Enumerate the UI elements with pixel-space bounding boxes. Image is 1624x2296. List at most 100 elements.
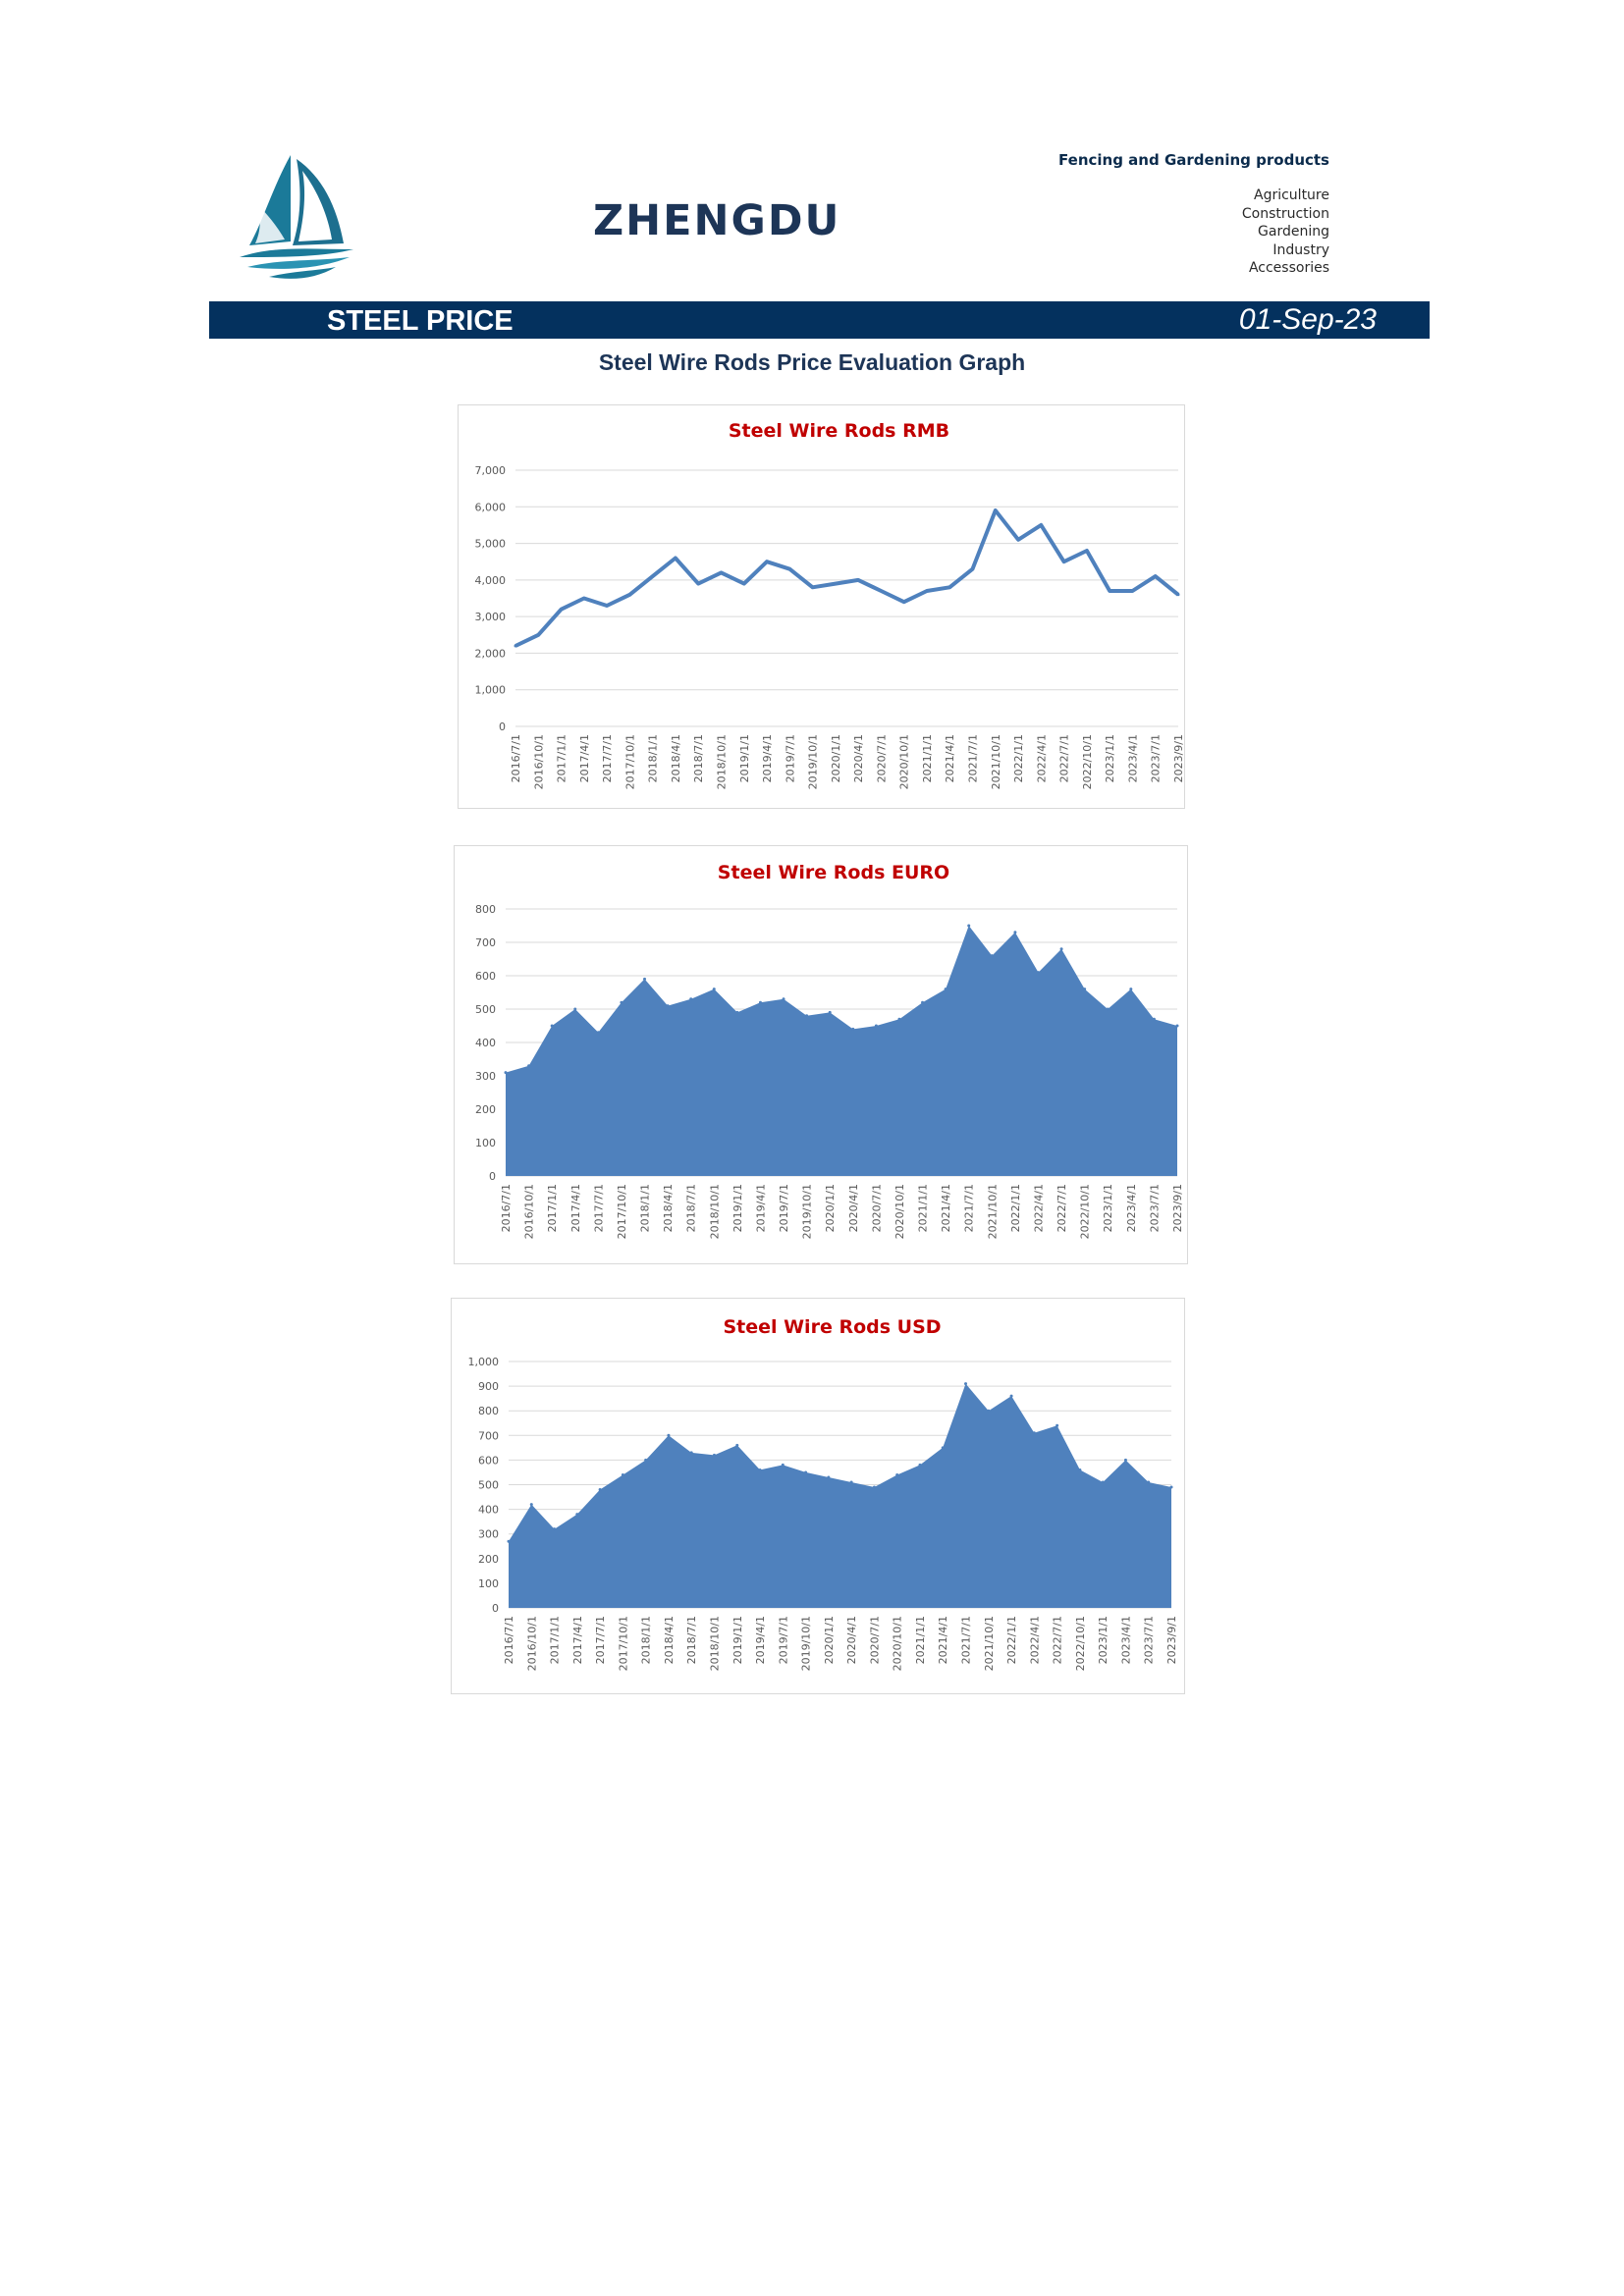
- chart-rmb-x-tick-label: 2017/4/1: [578, 734, 591, 782]
- chart-rmb: Steel Wire Rods RMB 0 1,000 2,000 3,000 4,000…: [458, 404, 1185, 809]
- chart-usd-y-tick-label: 700: [478, 1429, 499, 1442]
- banner-date: 01-Sep-23: [1238, 303, 1377, 336]
- chart-rmb-plot: Steel Wire Rods RMB 0 1,000 2,000 3,000 4,000…: [475, 420, 1186, 789]
- chart-rmb-x-tick-label: 2018/7/1: [692, 734, 705, 782]
- chart-usd-x-tick-label: 2017/1/1: [549, 1616, 562, 1664]
- chart-rmb-x-tick-label: 2023/9/1: [1172, 734, 1185, 782]
- chart-usd-point: [1123, 1458, 1127, 1462]
- chart-usd-point: [895, 1472, 899, 1476]
- chart-euro-point: [851, 1027, 855, 1031]
- tagline-item-industry: Industry: [1272, 241, 1329, 258]
- chart-usd-x-tick-label: 2016/7/1: [503, 1616, 515, 1664]
- chart-usd-x-tick-label: 2022/1/1: [1005, 1616, 1018, 1664]
- chart-rmb-x-tick-label: 2022/7/1: [1058, 734, 1071, 782]
- chart-rmb-point: [925, 589, 929, 593]
- chart-rmb-point: [560, 608, 564, 612]
- chart-usd-point: [1078, 1468, 1082, 1471]
- chart-usd-y-tick-label: 800: [478, 1405, 499, 1417]
- chart-usd-point: [621, 1472, 624, 1476]
- chart-rmb-y-tick-label: 4,000: [475, 574, 507, 587]
- chart-usd-point: [667, 1433, 671, 1437]
- chart-euro-x-tick-label: 2018/4/1: [662, 1184, 675, 1232]
- chart-euro-point: [689, 997, 693, 1001]
- chart-rmb-point: [536, 633, 540, 637]
- chart-usd-title: Steel Wire Rods USD: [723, 1316, 941, 1338]
- chart-rmb-x-tick-label: 2021/7/1: [967, 734, 980, 782]
- chart-rmb-x-tick-label: 2023/7/1: [1150, 734, 1163, 782]
- chart-usd-plot: Steel Wire Rods USD 0 100 200 300 400 500 600 70…: [468, 1316, 1179, 1671]
- chart-usd-x-tick-label: 2017/10/1: [617, 1616, 629, 1671]
- chart-usd-point: [644, 1458, 648, 1462]
- chart-euro-x-tick-label: 2022/1/1: [1009, 1184, 1022, 1232]
- chart-rmb-x-tick-label: 2023/4/1: [1126, 734, 1139, 782]
- chart-rmb-x-tick-label: 2017/1/1: [556, 734, 568, 782]
- chart-rmb-x-tick-label: 2019/10/1: [807, 734, 820, 789]
- chart-rmb-point: [902, 600, 906, 604]
- chart-rmb-line: [514, 508, 1180, 648]
- chart-rmb-point: [674, 556, 677, 560]
- chart-usd-x-tick-label: 2021/1/1: [914, 1616, 927, 1664]
- chart-usd-x-tick-label: 2019/4/1: [754, 1616, 767, 1664]
- chart-euro-y-tick-label: 200: [475, 1103, 496, 1116]
- chart-rmb-x-tick-label: 2016/10/1: [532, 734, 545, 789]
- chart-usd-y-tick-label: 600: [478, 1454, 499, 1467]
- tagline-item-construction: Construction: [1241, 205, 1329, 222]
- chart-euro-x-tick-label: 2020/4/1: [847, 1184, 860, 1232]
- chart-usd-x-tick-label: 2023/7/1: [1143, 1616, 1156, 1664]
- chart-rmb-x-tick-label: 2021/10/1: [990, 734, 1002, 789]
- chart-usd-x-tick-label: 2018/1/1: [640, 1616, 653, 1664]
- chart-rmb-point: [651, 574, 655, 578]
- chart-euro-point: [643, 977, 647, 981]
- chart-usd-x-tick-label: 2017/4/1: [571, 1616, 584, 1664]
- chart-usd-point: [804, 1470, 808, 1474]
- chart-rmb-y-tick-label: 3,000: [475, 611, 507, 623]
- chart-euro-point: [782, 997, 785, 1001]
- chart-euro-x-tick-label: 2023/7/1: [1148, 1184, 1161, 1232]
- chart-usd-point: [529, 1503, 533, 1507]
- chart-euro-point: [620, 1000, 623, 1004]
- chart-usd-y-tick-label: 900: [478, 1380, 499, 1393]
- chart-rmb-x-tick-label: 2021/4/1: [944, 734, 956, 782]
- chart-rmb-point: [1085, 549, 1089, 553]
- chart-euro-point: [573, 1007, 577, 1011]
- chart-euro-point: [758, 1000, 762, 1004]
- chart-euro-x-tick-label: 2018/10/1: [708, 1184, 721, 1239]
- chart-euro-point: [1083, 988, 1087, 991]
- chart-usd-x-tick-label: 2021/7/1: [960, 1616, 973, 1664]
- chart-usd-x-tick-label: 2019/1/1: [731, 1616, 744, 1664]
- chart-usd-area: [509, 1383, 1171, 1608]
- chart-euro-point: [1175, 1024, 1179, 1028]
- chart-rmb-x-tick-label: 2020/10/1: [898, 734, 911, 789]
- chart-usd-point: [964, 1382, 968, 1386]
- chart-euro-x-tick-label: 2019/7/1: [778, 1184, 790, 1232]
- chart-usd-point: [575, 1513, 579, 1517]
- chart-usd-y-tick-label: 1,000: [468, 1356, 500, 1368]
- chart-usd-x-tick-label: 2018/10/1: [708, 1616, 721, 1671]
- chart-rmb-point: [582, 597, 586, 600]
- chart-euro-x-tick-label: 2020/10/1: [893, 1184, 906, 1239]
- chart-euro-x-tick-label: 2018/7/1: [685, 1184, 698, 1232]
- chart-euro-point: [550, 1024, 554, 1028]
- chart-euro-point: [1129, 988, 1133, 991]
- chart-rmb-x-tick-label: 2016/7/1: [510, 734, 522, 782]
- chart-euro-point: [874, 1024, 878, 1028]
- chart-usd-y-tick-label: 100: [478, 1577, 499, 1590]
- chart-usd-x-tick-label: 2023/9/1: [1165, 1616, 1178, 1664]
- chart-usd-y-tick-label: 400: [478, 1504, 499, 1517]
- chart-rmb-point: [1016, 538, 1020, 542]
- chart-rmb-x-tick-label: 2019/1/1: [738, 734, 751, 782]
- graph-title: Steel Wire Rods Price Evaluation Graph: [598, 349, 1026, 375]
- chart-rmb-x-tick-label: 2020/7/1: [875, 734, 888, 782]
- chart-usd-x-tick-label: 2019/10/1: [800, 1616, 813, 1671]
- chart-euro-y-tick-label: 800: [475, 903, 496, 916]
- chart-rmb-point: [1108, 589, 1111, 593]
- chart-rmb-point: [879, 589, 883, 593]
- chart-rmb-y-tick-label: 0: [499, 721, 506, 733]
- chart-euro-point: [712, 988, 716, 991]
- steel-price-banner: STEEL PRICE 01-Sep-23: [209, 301, 1430, 339]
- chart-euro-point: [735, 1010, 739, 1014]
- chart-rmb-point: [1176, 593, 1180, 597]
- tagline: Fencing and Gardening products Agricultu…: [1058, 151, 1329, 278]
- chart-usd-x-tick-label: 2020/10/1: [892, 1616, 904, 1671]
- chart-euro-point: [504, 1071, 508, 1075]
